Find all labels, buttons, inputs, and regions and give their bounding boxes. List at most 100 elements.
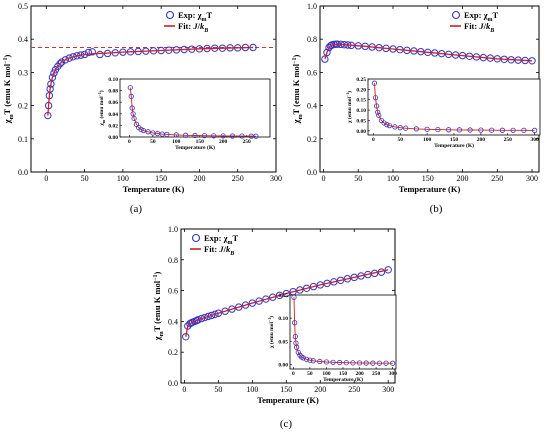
x-tick-label: 0 [44, 174, 48, 183]
panel-caption: (a) [130, 203, 143, 215]
x-axis-title: Temperature (K) [399, 184, 461, 194]
data-point [275, 291, 284, 300]
inset-y-tick-label: 0.05 [278, 339, 288, 345]
inset-y-tick-label: 0.10 [108, 77, 118, 83]
y-tick-label: 0.2 [18, 102, 28, 111]
panel-a: 0 50 100 150 200 250 300 0.0 0.1 0.2 0.3 0.4 0.5 Temp… [2, 2, 282, 215]
y-tick-label: 0.4 [18, 35, 28, 44]
data-point [61, 56, 70, 64]
inset-y-tick-label: 0.10 [356, 108, 366, 114]
data-point [88, 48, 96, 56]
data-point [255, 297, 263, 305]
panel-c: 0 50 100 150 200 250 300 0.0 0.2 0.4 0.6 0.8 1.0 Temp… [152, 225, 397, 430]
data-point [192, 316, 201, 325]
inset-x-tick-label: 200 [355, 371, 364, 377]
y-tick-label: 0.0 [307, 168, 317, 177]
inset-x-tick-label: 250 [242, 139, 251, 145]
inset-x-tick-label: 50 [150, 139, 156, 145]
inset-x-tick-label: 0 [372, 137, 375, 143]
data-point [235, 303, 243, 311]
inset-y-tick-label: 0.04 [108, 112, 118, 118]
panel-b: 0 50 100 150 200 250 300 0.0 0.2 0.4 0.6 0.8 1.0 Temp… [291, 2, 541, 215]
data-point [221, 307, 229, 315]
x-tick-label: 150 [155, 174, 167, 183]
x-tick-label: 50 [81, 174, 89, 183]
y-axis-title: χmT (emu K mol−1) [291, 54, 304, 124]
panel-caption: (b) [430, 203, 443, 215]
x-tick-label: 250 [491, 174, 503, 183]
inset-a: 0 50 100 150 200 250 0.00 0.02 0.04 0.06 0.08 0.10 T… [98, 77, 271, 151]
data-point [282, 289, 291, 298]
inset-x-tick-label: 100 [172, 139, 181, 145]
data-point [201, 313, 209, 322]
x-tick-label: 100 [387, 174, 399, 183]
legend-label-fit: Fit: J/kB [464, 21, 494, 34]
inset-y-tick-label: 0.00 [356, 129, 366, 135]
plot-frame [30, 5, 277, 173]
x-tick-label: 250 [232, 174, 244, 183]
data-point [262, 295, 270, 303]
inset-y-tick-label: 0.10 [278, 316, 288, 322]
data-point [48, 73, 57, 82]
y-tick-label: 0.0 [18, 168, 28, 177]
inset-y-axis-title: χ (emu mol−1) [346, 91, 353, 124]
data-point [269, 293, 277, 301]
inset-fit-line [129, 87, 256, 137]
inset-y-tick-label: 0.08 [108, 89, 118, 95]
panel-caption: (c) [280, 418, 293, 430]
y-tick-label: 0.6 [307, 68, 317, 77]
y-axis-title: χmT (emu K mol−1) [2, 54, 15, 124]
fit-line [185, 269, 389, 337]
x-tick-label: 200 [314, 385, 326, 394]
inset-data-point [376, 112, 382, 118]
data-point [204, 312, 212, 321]
inset-y-tick-label: 0.02 [108, 123, 118, 129]
inset-x-tick-label: 0 [292, 371, 295, 377]
inset-y-tick-label: 0.00 [108, 135, 118, 141]
x-tick-label: 0 [321, 174, 325, 183]
data-point [57, 58, 66, 66]
y-tick-label: 0.4 [168, 317, 178, 326]
legend-label-fit: Fit: J/kB [178, 21, 208, 34]
inset-data-point [384, 122, 390, 128]
inset-x-tick-label: 150 [339, 371, 348, 377]
data-point [323, 48, 331, 57]
inset-y-axis-title: χ (emu mol−1) [268, 316, 275, 349]
y-tick-label: 0.8 [307, 35, 317, 44]
data-point [228, 305, 236, 313]
x-tick-label: 300 [382, 385, 394, 394]
y-tick-label: 0.6 [168, 287, 178, 296]
x-axis-title: Temperature (K) [123, 184, 185, 194]
data-point [50, 69, 58, 77]
y-tick-label: 1.0 [168, 225, 178, 234]
inset-frame [119, 78, 271, 138]
inset-x-tick-label: 150 [196, 139, 205, 145]
y-tick-label: 0.3 [18, 68, 28, 77]
legend-label-exp: Exp: χmT [204, 233, 238, 246]
inset-y-tick-label: 0.05 [356, 118, 366, 124]
x-tick-label: 150 [280, 385, 292, 394]
inset-x-tick-label: 50 [307, 371, 313, 377]
inset-x-tick-label: 300 [389, 371, 398, 377]
x-axis-title: Temperature (K) [257, 395, 319, 405]
x-tick-label: 100 [117, 174, 129, 183]
x-tick-label: 100 [246, 385, 258, 394]
data-point [302, 284, 311, 292]
data-point [309, 282, 318, 291]
y-tick-label: 0.5 [18, 2, 28, 11]
inset-x-axis-title: Temperature (K) [323, 376, 363, 383]
x-tick-label: 50 [354, 174, 362, 183]
inset-y-tick-label: 0.06 [108, 100, 118, 106]
data-point [211, 310, 219, 319]
inset-x-tick-label: 200 [477, 137, 486, 143]
data-point [241, 301, 250, 309]
inset-x-tick-label: 150 [450, 137, 459, 143]
fit-line [324, 43, 533, 62]
inset-b: 0 50 100 150 200 250 300 0.00 0.05 0.10 0.15 0.20 0.… [346, 77, 541, 149]
data-point [214, 309, 223, 317]
data-point [350, 273, 358, 282]
data-point [316, 281, 324, 289]
inset-y-axis-title: χm (emu mol−1) [98, 90, 106, 126]
y-tick-label: 0.2 [168, 348, 178, 357]
